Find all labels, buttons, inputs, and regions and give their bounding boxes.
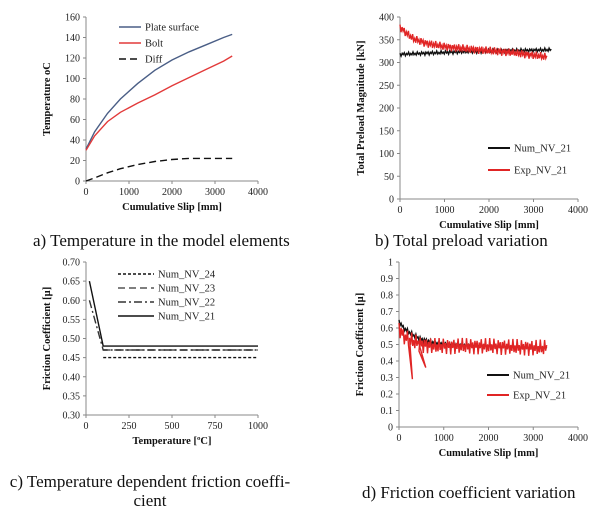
- y-tick-label: 0.50: [63, 334, 81, 345]
- y-tick-label: 0.4: [381, 357, 394, 368]
- y-tick-label: 0.55: [63, 315, 81, 326]
- x-axis-label: Cumulative Slip [mm]: [439, 448, 539, 459]
- series-line-bolt: [85, 55, 233, 151]
- x-tick-label: 0: [398, 205, 403, 216]
- x-tick-label: 4000: [568, 433, 588, 444]
- x-tick-label: 2000: [479, 205, 499, 216]
- y-tick-label: 0: [389, 195, 394, 206]
- x-axis-label: Temperature [ºC]: [133, 436, 212, 447]
- y-tick-label: 0.1: [381, 406, 394, 417]
- y-tick-label: 400: [379, 13, 394, 24]
- y-tick-label: 0.30: [63, 411, 81, 422]
- x-tick-label: 2000: [162, 187, 182, 198]
- y-tick-label: 0.5: [381, 340, 394, 351]
- chart-panel-a: 0 20 40 60 80 100 120 140 160 0 1000 2000 3000 4000 Cu…: [0, 0, 300, 230]
- chart-friction-slip: 0 0.1 0.2 0.3 0.4 0.5 0.6 0.7 0.8 0.9 1 0 1000 2000 30…: [355, 258, 588, 460]
- x-tick-label: 750: [208, 421, 223, 432]
- y-tick-label: 150: [379, 126, 394, 137]
- y-tick-label: 0.8: [381, 291, 394, 302]
- y-tick-label: 100: [65, 74, 80, 85]
- caption-d: d) Friction coefficient variation: [362, 483, 576, 502]
- caption-b: b) Total preload variation: [375, 231, 548, 250]
- legend-label: Num_NV_22: [158, 298, 215, 309]
- x-axis-label: Cumulative Slip [mm]: [439, 220, 539, 231]
- series-line-exp-nv-21: [398, 322, 548, 380]
- y-axis-label: Temperature oC: [42, 62, 53, 136]
- x-tick-label: 4000: [248, 187, 268, 198]
- x-tick-label: 0: [84, 421, 89, 432]
- y-tick-label: 0.3: [381, 373, 394, 384]
- y-tick-label: 0: [75, 177, 80, 188]
- series-line-diff: [85, 157, 233, 182]
- series-line-exp-nv-21: [399, 24, 548, 62]
- y-axis-label: Total Preload Magnitude [kN]: [356, 40, 367, 175]
- series-line-num-nv-22: [88, 300, 258, 351]
- x-axis-label: Cumulative Slip [mm]: [122, 202, 222, 213]
- y-tick-label: 50: [384, 172, 394, 183]
- y-axis-label: Friction Coefficient [µ]: [42, 287, 53, 390]
- chart-panel-b: 0 50 100 150 200 250 300 350 400 0 1000 2000 3000 400…: [300, 0, 601, 232]
- y-tick-label: 100: [379, 149, 394, 160]
- legend-label: Diff: [145, 55, 163, 66]
- legend-label: Num_NV_24: [158, 270, 216, 281]
- chart-panel-d: 0 0.1 0.2 0.3 0.4 0.5 0.6 0.7 0.8 0.9 1 0 1000 2000 30…: [300, 258, 601, 478]
- caption-c: c) Temperature dependent friction coeffi…: [9, 472, 291, 510]
- x-tick-label: 0: [84, 187, 89, 198]
- y-tick-label: 0.7: [381, 307, 394, 318]
- y-tick-label: 80: [70, 95, 80, 106]
- y-tick-label: 120: [65, 54, 80, 65]
- y-tick-label: 40: [70, 136, 80, 147]
- y-tick-label: 350: [379, 35, 394, 46]
- y-tick-label: 60: [70, 115, 80, 126]
- x-tick-label: 3000: [205, 187, 225, 198]
- chart-panel-c: 0.30 0.35 0.40 0.45 0.50 0.55 0.60 0.65 0.70 0 250…: [0, 258, 300, 468]
- y-tick-label: 140: [65, 33, 80, 44]
- chart-friction-temperature: 0.30 0.35 0.40 0.45 0.50 0.55 0.60 0.65 0.70 0 250…: [42, 258, 268, 448]
- x-tick-label: 1000: [434, 433, 454, 444]
- y-tick-label: 20: [70, 156, 80, 167]
- legend-label: Plate surface: [145, 23, 199, 34]
- legend-label: Num_NV_23: [158, 284, 215, 295]
- y-tick-label: 0.6: [381, 324, 394, 335]
- y-tick-label: 200: [379, 104, 394, 115]
- legend-label: Num_NV_21: [158, 312, 215, 323]
- y-tick-label: 250: [379, 81, 394, 92]
- x-tick-label: 3000: [523, 433, 543, 444]
- series-line-plate-surface: [85, 33, 233, 150]
- y-tick-label: 160: [65, 13, 80, 24]
- x-tick-label: 4000: [568, 205, 588, 216]
- y-tick-label: 1: [388, 258, 393, 269]
- x-tick-label: 1000: [248, 421, 268, 432]
- y-axis-label: Friction Coefficient [µ]: [355, 293, 366, 396]
- legend-label: Exp_NV_21: [514, 166, 567, 177]
- y-tick-label: 0.60: [63, 296, 81, 307]
- legend-label: Num_NV_21: [514, 144, 571, 155]
- x-tick-label: 0: [397, 433, 402, 444]
- x-tick-label: 500: [165, 421, 180, 432]
- legend-label: Exp_NV_21: [513, 391, 566, 402]
- y-tick-label: 0: [388, 423, 393, 434]
- legend-label: Bolt: [145, 39, 163, 50]
- y-tick-label: 300: [379, 58, 394, 69]
- y-tick-label: 0.40: [63, 372, 81, 383]
- y-tick-label: 0.45: [63, 353, 81, 364]
- x-tick-label: 250: [122, 421, 137, 432]
- x-tick-label: 2000: [479, 433, 499, 444]
- chart-temperature: 0 20 40 60 80 100 120 140 160 0 1000 2000 3000 4000 Cu…: [42, 13, 268, 214]
- y-tick-label: 0.35: [63, 391, 81, 402]
- x-tick-label: 3000: [524, 205, 544, 216]
- y-tick-label: 0.2: [381, 390, 394, 401]
- legend-label: Num_NV_21: [513, 371, 570, 382]
- y-tick-label: 0.70: [63, 258, 81, 269]
- caption-a: a) Temperature in the model elements: [33, 231, 290, 250]
- y-tick-label: 0.65: [63, 277, 81, 288]
- x-tick-label: 1000: [435, 205, 455, 216]
- series-line-num-nv-21: [88, 280, 258, 347]
- x-tick-label: 1000: [119, 187, 139, 198]
- y-tick-label: 0.9: [381, 274, 394, 285]
